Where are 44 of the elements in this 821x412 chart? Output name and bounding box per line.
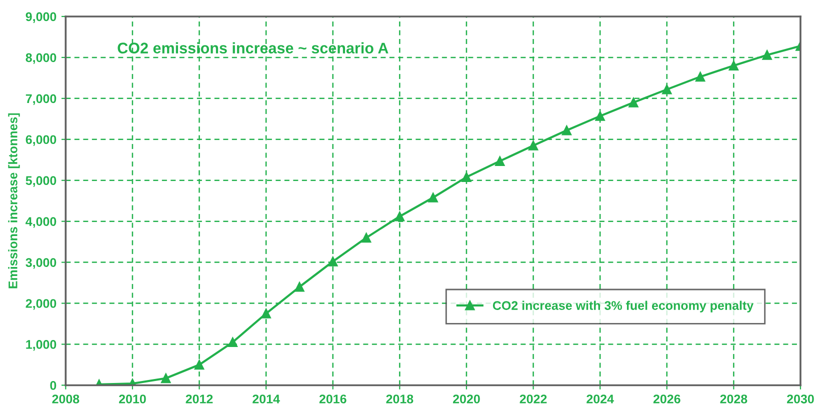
x-tick-label: 2020 xyxy=(453,394,480,404)
y-tick-label: 6,000 xyxy=(26,135,56,146)
y-tick-label: 4,000 xyxy=(26,217,56,228)
y-tick-label: 9,000 xyxy=(26,12,56,23)
y-tick-label: 0 xyxy=(50,381,56,390)
x-tick-label: 2010 xyxy=(119,394,146,404)
point xyxy=(462,172,472,182)
x-tick-label: 2016 xyxy=(319,394,346,404)
x-tick-label: 2012 xyxy=(186,394,213,404)
x-tick-label: 2026 xyxy=(653,394,680,404)
point xyxy=(394,212,405,222)
point xyxy=(662,84,672,94)
point xyxy=(261,308,271,318)
point xyxy=(562,126,572,136)
point xyxy=(228,337,238,348)
legend-label: CO2 increase with 3% fuel economy penalty xyxy=(492,300,754,312)
point xyxy=(328,256,338,266)
point xyxy=(161,373,171,384)
x-tick-label: 2014 xyxy=(252,394,280,404)
point xyxy=(628,98,638,108)
x-tick-label: 2022 xyxy=(520,394,547,404)
point xyxy=(595,111,605,121)
text: CO2 emissions increase ~ scenario A xyxy=(118,42,388,54)
point xyxy=(194,360,204,370)
y-tick-label: 7,000 xyxy=(26,94,56,105)
point xyxy=(762,50,772,60)
x-tick-label: 2024 xyxy=(586,394,614,404)
x-tick-label: 2030 xyxy=(787,394,814,404)
y-tick-label: 5,000 xyxy=(26,176,56,187)
point xyxy=(528,140,538,150)
x-tick-label: 2008 xyxy=(52,394,80,404)
point xyxy=(495,156,505,166)
point xyxy=(728,60,739,71)
y-axis-title: Emissions increase [ktonnes] xyxy=(8,113,20,288)
x-tick-label: 2018 xyxy=(386,394,414,404)
y-tick-label: 2,000 xyxy=(26,299,56,310)
point xyxy=(294,282,304,292)
y-tick-label: 8,000 xyxy=(26,53,56,64)
point xyxy=(361,232,372,243)
point xyxy=(428,192,438,202)
point xyxy=(695,72,706,82)
y-tick-label: 3,000 xyxy=(26,258,56,269)
y-tick-label: 1,000 xyxy=(26,340,56,351)
x-tick-label: 2028 xyxy=(720,394,748,404)
